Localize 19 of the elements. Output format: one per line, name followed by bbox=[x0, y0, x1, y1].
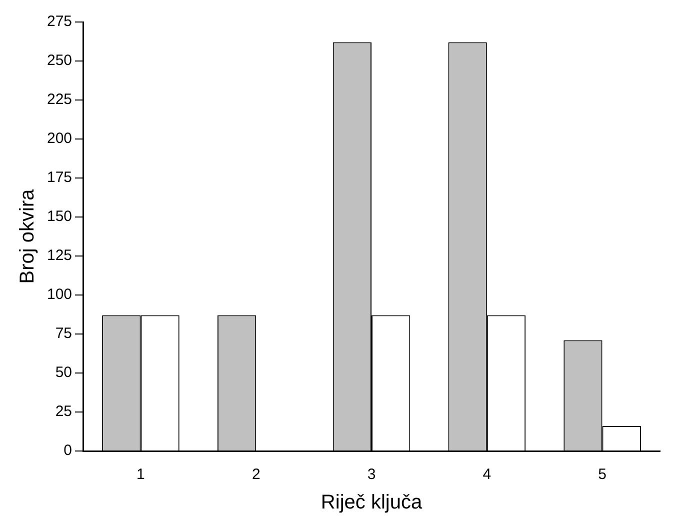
x-tick-label: 3 bbox=[367, 466, 376, 484]
y-tick-label: 75 bbox=[55, 325, 72, 342]
x-axis-title: Riječ ključa bbox=[320, 492, 423, 514]
x-tick-label: 4 bbox=[482, 466, 492, 484]
y-tick-label: 250 bbox=[46, 52, 72, 70]
x-tick-label: 2 bbox=[252, 466, 260, 484]
x-tick-label: 1 bbox=[136, 466, 145, 484]
y-tick-label: 175 bbox=[46, 169, 72, 186]
y-tick-label: 50 bbox=[55, 364, 72, 382]
x-tick-label: 5 bbox=[598, 466, 606, 484]
y-tick-label: 100 bbox=[46, 286, 72, 304]
y-tick-label: 200 bbox=[46, 130, 72, 148]
y-tick-label: 150 bbox=[46, 208, 72, 226]
y-tick-label: 275 bbox=[46, 13, 72, 30]
y-tick-label: 225 bbox=[46, 91, 72, 108]
y-axis-title: Broj okvira bbox=[16, 188, 39, 284]
y-tick-label: 25 bbox=[55, 403, 72, 420]
y-tick-label: 0 bbox=[64, 442, 72, 460]
y-tick-label: 125 bbox=[46, 247, 72, 264]
